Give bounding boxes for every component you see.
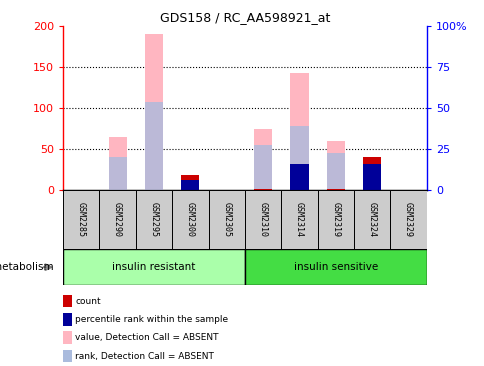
Bar — [290, 164, 308, 190]
Bar — [244, 190, 281, 249]
Text: rank, Detection Call = ABSENT: rank, Detection Call = ABSENT — [75, 352, 213, 361]
Bar — [108, 157, 126, 190]
Bar — [181, 180, 199, 190]
Bar — [390, 190, 426, 249]
Bar — [290, 73, 308, 190]
Text: value, Detection Call = ABSENT: value, Detection Call = ABSENT — [75, 333, 218, 342]
Bar — [208, 190, 244, 249]
Text: count: count — [75, 297, 101, 306]
Bar — [254, 145, 272, 190]
Text: GSM2319: GSM2319 — [331, 202, 340, 237]
Title: GDS158 / RC_AA598921_at: GDS158 / RC_AA598921_at — [159, 11, 330, 25]
Bar — [172, 190, 208, 249]
Text: GSM2285: GSM2285 — [76, 202, 86, 237]
Text: insulin resistant: insulin resistant — [112, 262, 195, 272]
Text: percentile rank within the sample: percentile rank within the sample — [75, 315, 228, 324]
Bar — [326, 153, 344, 190]
Text: GSM2310: GSM2310 — [258, 202, 267, 237]
Bar — [254, 128, 272, 190]
Bar — [136, 190, 172, 249]
Bar — [244, 249, 426, 285]
Bar — [326, 189, 344, 190]
Text: insulin sensitive: insulin sensitive — [293, 262, 377, 272]
Bar — [63, 249, 244, 285]
Bar — [317, 190, 353, 249]
Bar — [290, 189, 308, 190]
Bar — [63, 190, 99, 249]
Bar — [363, 164, 380, 190]
Bar — [99, 190, 136, 249]
Text: metabolism: metabolism — [0, 262, 53, 272]
Bar — [326, 141, 344, 190]
Text: GSM2300: GSM2300 — [185, 202, 195, 237]
Bar — [108, 137, 126, 190]
Text: GSM2305: GSM2305 — [222, 202, 231, 237]
Bar — [363, 157, 380, 190]
Bar — [145, 102, 163, 190]
Text: GSM2295: GSM2295 — [149, 202, 158, 237]
Text: GSM2329: GSM2329 — [403, 202, 412, 237]
Bar — [290, 126, 308, 190]
Bar — [254, 189, 272, 190]
Bar — [353, 190, 390, 249]
Text: GSM2324: GSM2324 — [367, 202, 376, 237]
Bar — [181, 175, 199, 190]
Bar — [145, 34, 163, 190]
Text: GSM2314: GSM2314 — [294, 202, 303, 237]
Text: GSM2290: GSM2290 — [113, 202, 122, 237]
Bar — [281, 190, 317, 249]
